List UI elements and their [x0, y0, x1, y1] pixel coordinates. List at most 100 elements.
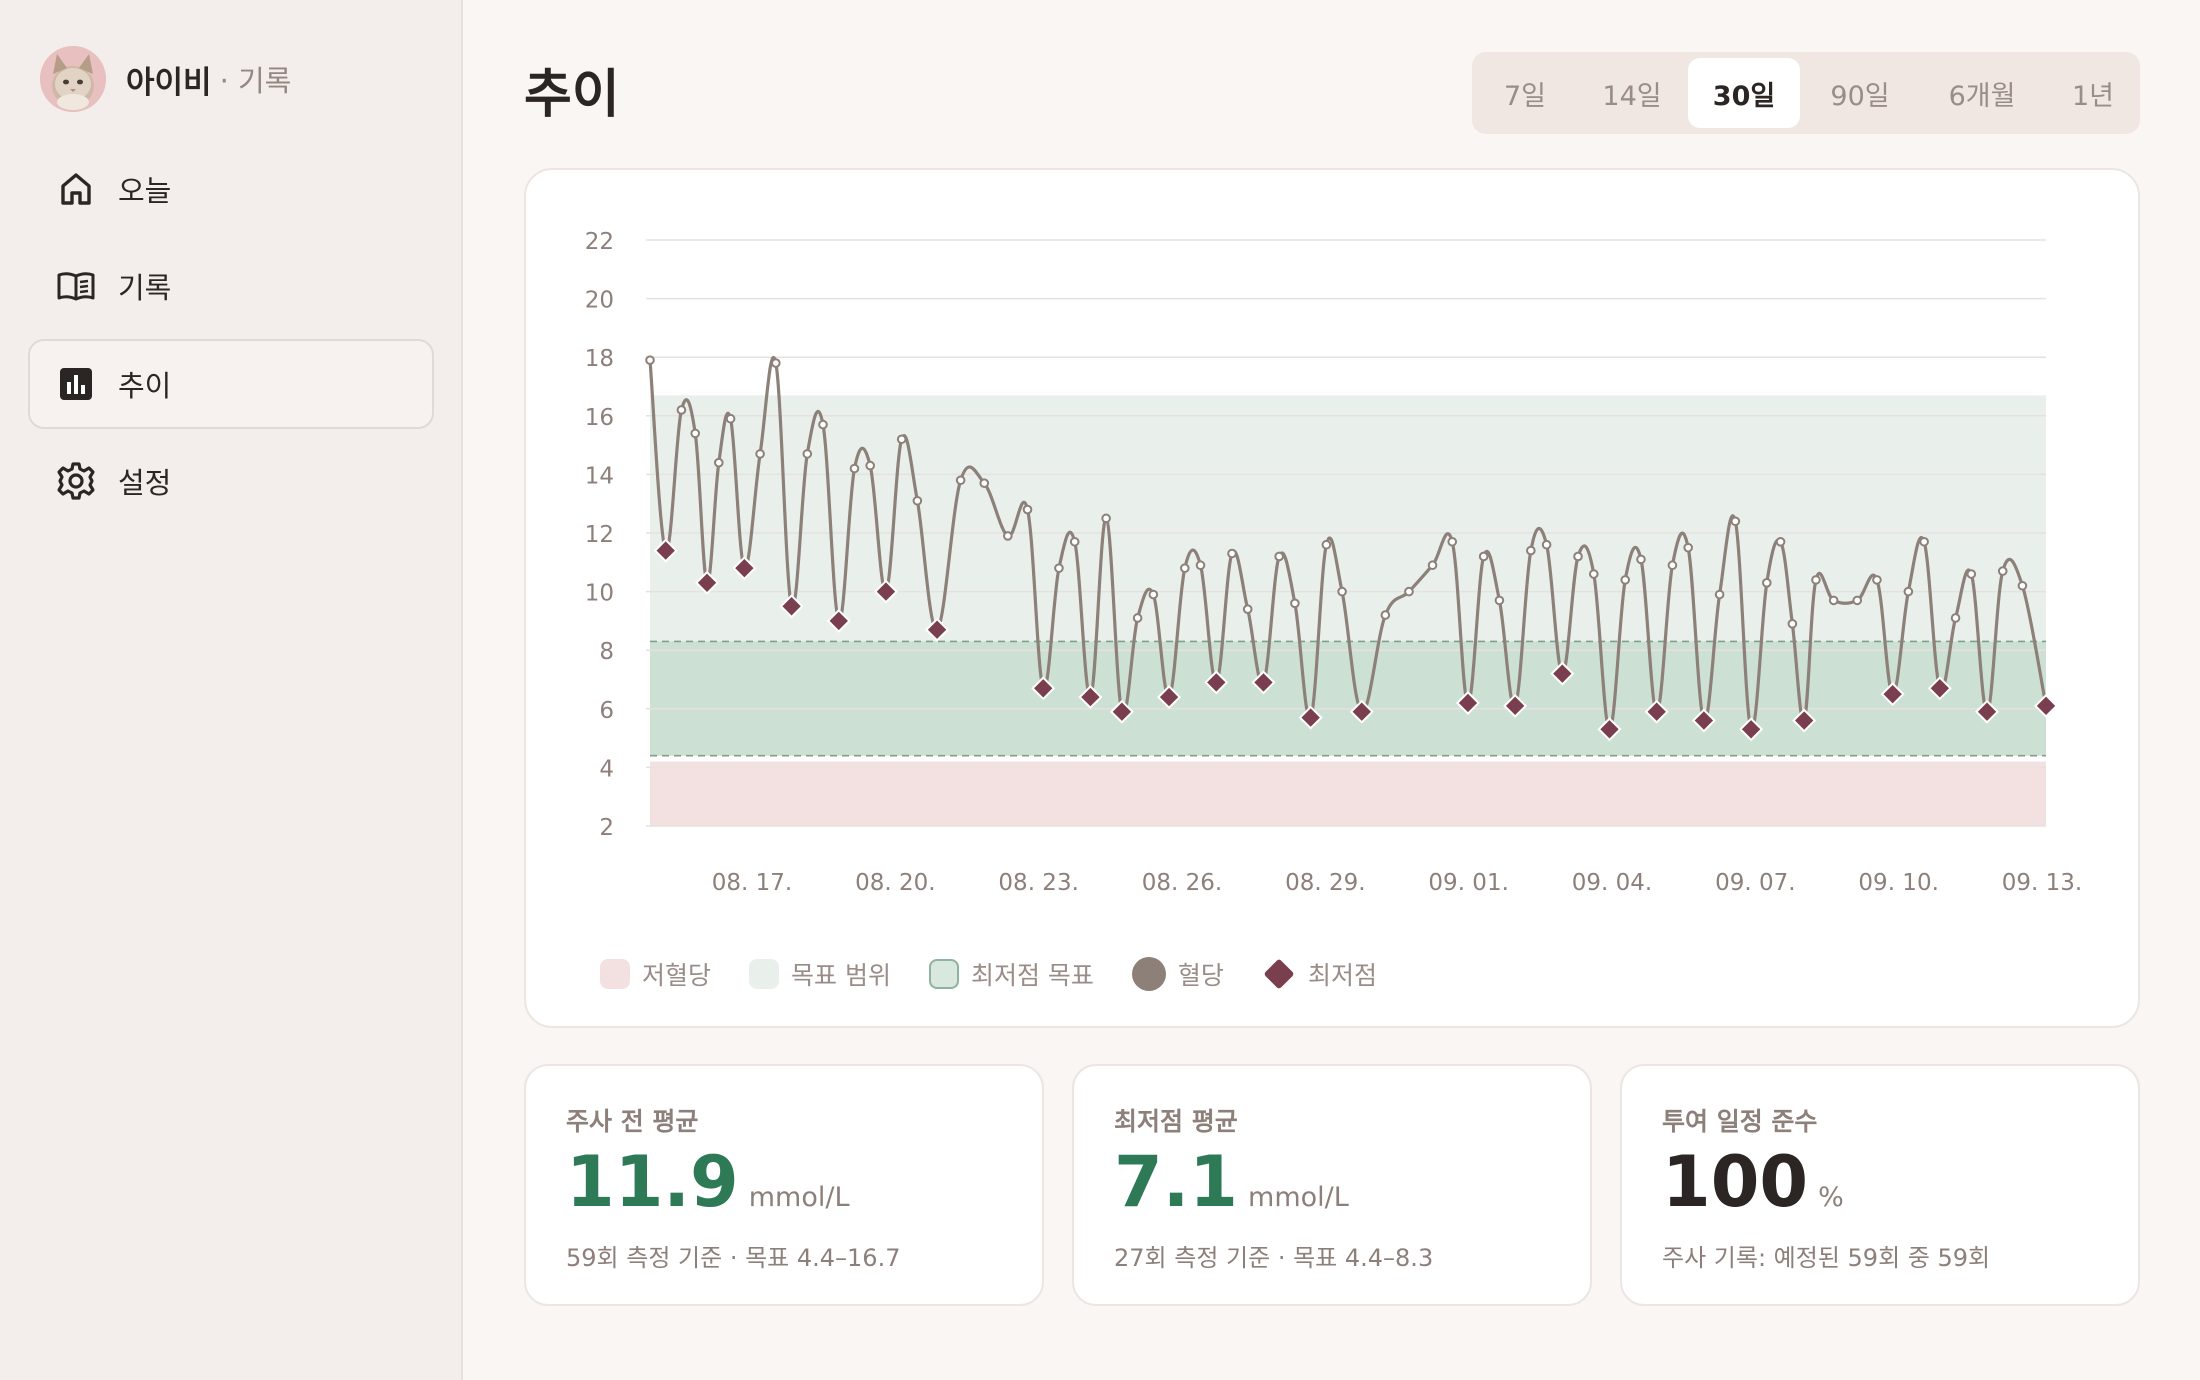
y-tick-label: 6: [599, 698, 614, 724]
glucose-point: [849, 463, 860, 474]
book-icon: [57, 272, 95, 301]
glucose-point: [1380, 610, 1391, 620]
sidebar-item-trends[interactable]: 추이: [28, 339, 434, 429]
range-option-14d[interactable]: 14일: [1602, 80, 1662, 112]
glucose-point: [1903, 586, 1914, 597]
range-option-30d[interactable]: 30일: [1688, 58, 1800, 128]
stat-card-pre-injection-avg: 주사 전 평균 11.9 mmol/L 59회 측정 기준 · 목표 4.4–1…: [524, 1064, 1044, 1306]
glucose-point: [865, 460, 875, 471]
y-tick-label: 12: [585, 522, 614, 548]
stat-subtitle: 27회 측정 기준 · 목표 4.4–8.3: [1114, 1244, 1434, 1272]
glucose-point: [1714, 589, 1725, 600]
stat-value: 7.1: [1114, 1141, 1239, 1223]
nadir-point: [1550, 661, 1575, 686]
glucose-point: [979, 478, 990, 488]
glucose-point: [1022, 504, 1033, 515]
glucose-point: [1404, 586, 1414, 597]
nadir-point: [1503, 693, 1528, 718]
legend-item-hypo: 저혈당: [600, 956, 711, 992]
glucose-point: [1775, 536, 1786, 547]
range-option-7d[interactable]: 7일: [1503, 80, 1547, 112]
nadir-point: [1109, 699, 1134, 724]
glucose-point: [755, 449, 765, 459]
legend-label: 최저점: [1307, 961, 1377, 990]
gear-icon: [57, 462, 95, 500]
x-tick-label: 09. 13.: [2002, 870, 2082, 896]
glucose-point: [1636, 554, 1646, 565]
glucose-point: [1337, 586, 1347, 597]
glucose-point: [1997, 566, 2008, 576]
glucose-point: [1195, 560, 1206, 571]
sidebar-item-log[interactable]: 기록: [28, 241, 434, 331]
glucose-point: [1447, 536, 1458, 547]
home-icon: [61, 173, 91, 205]
glucose-point: [690, 428, 701, 439]
page-title: 추이: [524, 65, 620, 125]
stat-value: 11.9: [566, 1141, 739, 1223]
nadir-point: [1298, 705, 1323, 730]
legend-item-nadir: 최저점: [1262, 956, 1377, 992]
range-option-90d[interactable]: 90일: [1830, 80, 1890, 112]
glucose-point: [1811, 575, 1821, 585]
x-tick-label: 08. 23.: [998, 870, 1078, 896]
y-tick-label: 10: [585, 581, 614, 607]
nadir-point: [826, 608, 851, 633]
nadir-point: [779, 594, 804, 619]
stat-unit: mmol/L: [748, 1182, 850, 1213]
stat-value-row: 11.9 mmol/L: [566, 1144, 849, 1221]
glucose-point: [1180, 563, 1190, 573]
range-option-1y[interactable]: 1년: [2071, 80, 2115, 112]
glucose-point: [1274, 551, 1284, 562]
stat-value: 100: [1662, 1141, 1809, 1223]
nadir-point: [925, 617, 950, 642]
stat-unit: mmol/L: [1248, 1182, 1349, 1213]
sidebar-item-label: 추이: [118, 369, 172, 403]
nadir-point: [1644, 699, 1669, 724]
glucose-point: [713, 457, 724, 468]
glucose-point: [1919, 536, 1929, 547]
glucose-point: [1620, 575, 1631, 585]
glucose-point: [1427, 560, 1438, 571]
range-selector: 7일 14일 30일 90일 6개월 1년: [1472, 52, 2140, 134]
sidebar-item-label: 기록: [118, 271, 172, 305]
glucose-point: [1101, 513, 1111, 524]
glucose-point: [1730, 516, 1741, 527]
range-option-6m[interactable]: 6개월: [1948, 80, 2016, 112]
brand: 아이비 · 기록: [40, 44, 291, 114]
legend-item-nadir-target: 최저점 목표: [928, 956, 1094, 992]
glucose-point: [1054, 563, 1064, 573]
glucose-point: [1478, 551, 1489, 562]
hypoglycemia-band: [650, 761, 2046, 826]
glucose-point: [1761, 578, 1772, 588]
legend-swatch-glucose: [1131, 957, 1166, 991]
glucose-point: [802, 449, 813, 459]
nadir-point: [1597, 717, 1622, 742]
legend-item-glucose: 혈당: [1131, 956, 1224, 992]
nadir-point: [1691, 708, 1716, 733]
legend-label: 최저점 목표: [970, 961, 1094, 990]
glucose-point: [1132, 613, 1143, 623]
sidebar-item-settings[interactable]: 설정: [28, 436, 434, 526]
glucose-point: [1069, 536, 1080, 547]
legend-swatch-hypo: [600, 959, 630, 989]
glucose-point: [1966, 569, 1977, 579]
glucose-point: [1828, 595, 1839, 606]
y-tick-label: 22: [585, 229, 614, 255]
y-tick-label: 4: [599, 756, 614, 782]
x-tick-label: 09. 10.: [1858, 870, 1938, 896]
stat-subtitle: 주사 기록: 예정된 59회 중 59회: [1662, 1244, 1991, 1272]
sidebar-item-today[interactable]: 오늘: [28, 144, 434, 234]
pet-avatar[interactable]: [40, 46, 106, 112]
sidebar: 아이비 · 기록 오늘 기록 추이: [0, 0, 463, 1380]
glucose-point: [896, 434, 907, 445]
glucose-point: [1494, 595, 1505, 606]
stat-unit: %: [1818, 1182, 1844, 1213]
glucose-point: [1290, 598, 1300, 609]
nadir-point: [1975, 699, 2000, 724]
glucose-point: [1321, 539, 1332, 550]
stat-card-nadir-avg: 최저점 평균 7.1 mmol/L 27회 측정 기준 · 목표 4.4–8.3: [1072, 1064, 1592, 1306]
y-tick-label: 2: [599, 815, 614, 841]
stat-value-row: 100 %: [1662, 1144, 1844, 1221]
nadir-point: [1251, 670, 1276, 695]
nadir-point: [1349, 699, 1374, 724]
